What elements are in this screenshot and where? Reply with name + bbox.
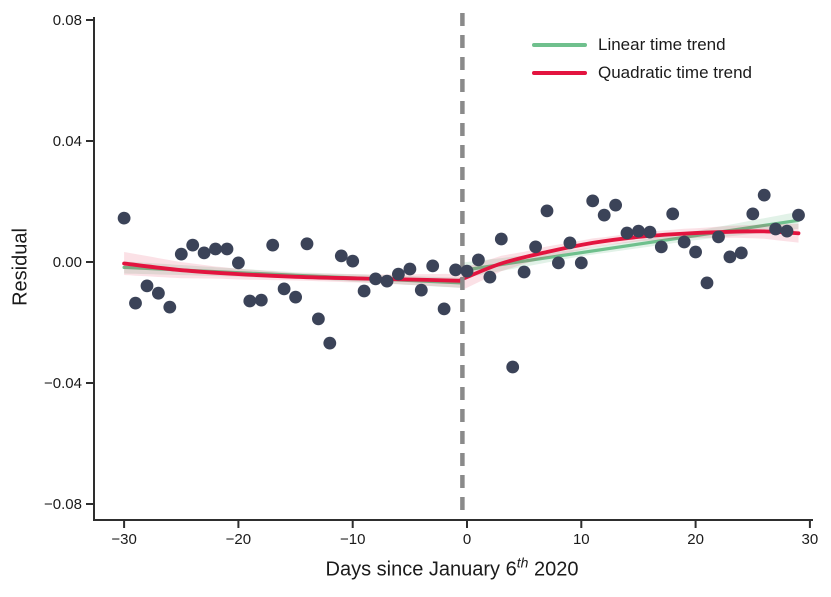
- scatter-point: [620, 226, 634, 240]
- x-tick-label: −10: [340, 531, 365, 548]
- scatter-point: [289, 290, 302, 304]
- x-tick-label: 0: [463, 531, 471, 548]
- scatter-point: [746, 207, 760, 221]
- scatter-point: [643, 225, 657, 239]
- x-tick-label: 10: [573, 531, 590, 548]
- scatter-point: [472, 253, 485, 267]
- scatter-point: [334, 249, 348, 263]
- scatter-point: [689, 245, 702, 259]
- scatter-point: [243, 294, 257, 308]
- scatter-point: [677, 235, 691, 249]
- scatter-point: [300, 237, 314, 251]
- scatter-point: [312, 312, 325, 326]
- scatter-point: [574, 256, 588, 270]
- y-tick-label: −0.04: [44, 375, 82, 392]
- legend: Linear time trend Quadratic time trend: [532, 31, 752, 87]
- scatter-point: [597, 208, 611, 222]
- y-tick-label: 0.00: [53, 254, 82, 271]
- x-axis-title-year: 2020: [528, 558, 579, 581]
- axes: −30 −20 −10 0 10 20 30 −0.08 −0.04 0.00 0.04 0.08: [44, 12, 818, 548]
- scatter-point: [369, 272, 382, 286]
- scatter-point: [700, 276, 714, 290]
- x-tick-label: −20: [226, 531, 251, 548]
- scatter-point: [757, 188, 771, 202]
- scatter-point: [209, 242, 222, 256]
- legend-label-linear: Linear time trend: [598, 35, 726, 54]
- scatter-point: [437, 302, 451, 316]
- scatter-point: [140, 279, 154, 293]
- scatter-point: [734, 246, 748, 260]
- scatter-point: [380, 274, 394, 288]
- scatter-point: [266, 238, 280, 252]
- scatter-point: [220, 242, 234, 256]
- scatter-point: [654, 240, 668, 254]
- legend-item-quadratic: Quadratic time trend: [532, 59, 752, 87]
- x-axis-title-superscript: th: [516, 554, 529, 571]
- linear-trend-line-swatch: [532, 43, 587, 47]
- scatter-points: [117, 188, 805, 374]
- legend-item-linear: Linear time trend: [532, 31, 752, 59]
- scatter-point: [483, 270, 497, 284]
- scatter-point: [254, 293, 268, 307]
- scatter-point: [712, 230, 725, 244]
- scatter-point: [232, 256, 245, 270]
- quadratic-trend-line-swatch: [532, 71, 587, 75]
- x-tick-label: 20: [687, 531, 704, 548]
- x-tick-label: −30: [111, 531, 136, 548]
- scatter-point: [723, 250, 737, 264]
- y-tick-label: 0.04: [53, 133, 82, 150]
- scatter-point: [586, 194, 600, 208]
- scatter-point: [152, 286, 165, 300]
- scatter-point: [186, 238, 200, 252]
- y-axis-title: Residual: [9, 228, 32, 306]
- scatter-point: [392, 267, 405, 281]
- scatter-point: [517, 265, 531, 279]
- scatter-point: [609, 198, 622, 212]
- scatter-point: [506, 360, 520, 374]
- scatter-point: [117, 211, 131, 225]
- x-axis-title-text: Days since January 6: [325, 558, 517, 581]
- scatter-point: [666, 207, 680, 221]
- scatter-point: [426, 259, 440, 273]
- y-tick-label: 0.08: [53, 12, 82, 29]
- scatter-point: [769, 222, 782, 236]
- x-tick-label: 30: [802, 531, 819, 548]
- scatter-point: [540, 204, 554, 218]
- scatter-point: [197, 246, 211, 260]
- scatter-point: [792, 208, 805, 222]
- scatter-point: [780, 224, 794, 238]
- scatter-point: [163, 300, 177, 314]
- scatter-point: [346, 254, 360, 268]
- scatter-point: [129, 296, 142, 310]
- scatter-point: [494, 232, 508, 246]
- scatter-point: [449, 263, 462, 277]
- scatter-point: [563, 236, 577, 250]
- scatter-point: [357, 284, 371, 298]
- scatter-point: [323, 336, 337, 350]
- scatter-point: [403, 262, 417, 276]
- scatter-point: [414, 283, 428, 297]
- x-axis-title: Days since January 6th 2020: [326, 555, 579, 582]
- legend-label-quadratic: Quadratic time trend: [598, 63, 753, 82]
- scatter-point: [632, 224, 645, 238]
- scatter-point: [174, 247, 188, 261]
- scatter-point: [460, 264, 474, 278]
- scatter-point: [277, 282, 291, 296]
- scatter-point: [529, 240, 542, 254]
- y-tick-label: −0.08: [44, 496, 82, 513]
- scatter-point: [552, 256, 565, 270]
